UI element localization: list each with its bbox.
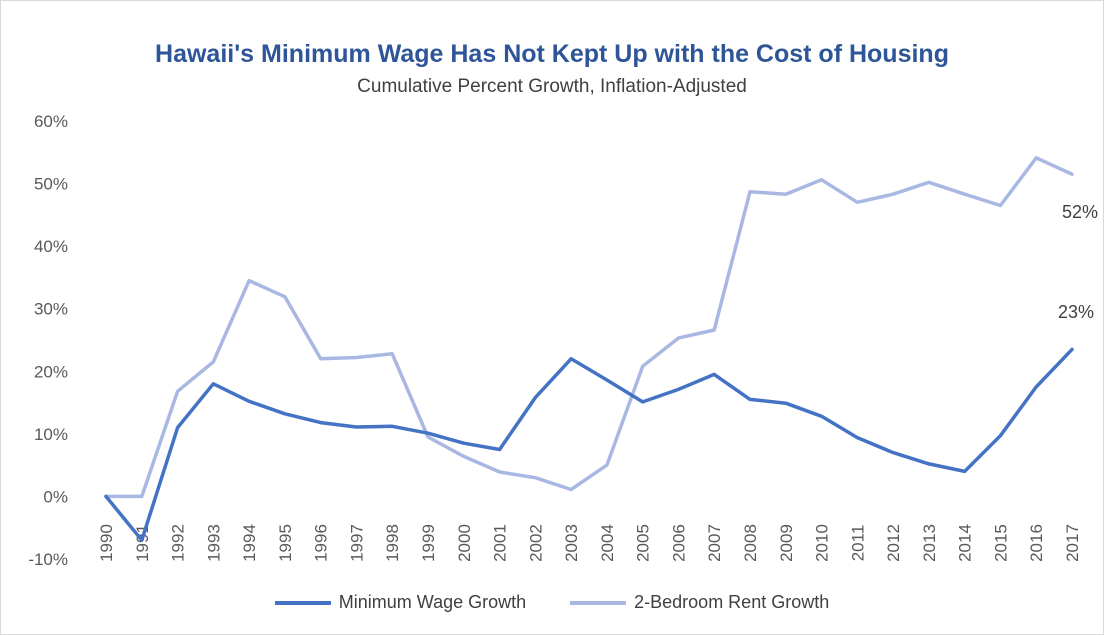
x-tick-label: 2007 xyxy=(705,524,724,562)
x-tick-label: 2001 xyxy=(491,524,510,562)
x-tick-label: 2017 xyxy=(1063,524,1082,562)
chart-title: Hawaii's Minimum Wage Has Not Kept Up wi… xyxy=(155,40,949,68)
legend-label-rent: 2-Bedroom Rent Growth xyxy=(634,592,830,612)
x-tick-label: 1998 xyxy=(383,524,402,562)
y-tick-label: 50% xyxy=(34,175,68,194)
x-tick-label: 2014 xyxy=(956,524,975,562)
x-tick-label: 2004 xyxy=(598,524,617,562)
x-tick-label: 2003 xyxy=(562,524,581,562)
series-line-minimum-wage xyxy=(104,347,1074,542)
series-line-rent xyxy=(104,156,1074,499)
x-tick-label: 1995 xyxy=(276,524,295,562)
x-tick-label: 1991 xyxy=(133,524,152,562)
x-tick-label: 1994 xyxy=(240,524,259,562)
y-tick-label: 40% xyxy=(34,237,68,256)
x-tick-label: 2008 xyxy=(741,524,760,562)
data-label-rent-end: 52% xyxy=(1062,202,1098,222)
chart-subtitle: Cumulative Percent Growth, Inflation-Adj… xyxy=(357,76,747,97)
legend-item-minimum-wage: Minimum Wage Growth xyxy=(274,592,527,613)
x-tick-label: 2005 xyxy=(634,524,653,562)
x-tick-label: 2002 xyxy=(526,524,545,562)
legend-label-minimum-wage: Minimum Wage Growth xyxy=(338,592,527,612)
x-tick-label: 1997 xyxy=(347,524,366,562)
y-tick-label: 0% xyxy=(43,487,68,506)
legend-swatch-rent xyxy=(570,600,627,605)
legend-swatch-minimum-wage xyxy=(274,600,331,605)
x-tick-label: 1993 xyxy=(204,524,223,562)
x-tick-label: 1996 xyxy=(312,524,331,562)
y-tick-label: 20% xyxy=(34,362,68,381)
x-tick-label: 2012 xyxy=(884,524,903,562)
x-tick-label: 2011 xyxy=(848,525,867,562)
y-tick-label: -10% xyxy=(28,550,68,569)
x-tick-label: 2009 xyxy=(777,524,796,562)
y-tick-label: 10% xyxy=(34,425,68,444)
x-tick-label: 2006 xyxy=(669,524,688,562)
x-tick-label: 2013 xyxy=(920,524,939,562)
y-tick-label: 60% xyxy=(34,112,68,131)
x-tick-label: 2015 xyxy=(991,524,1010,562)
x-tick-label: 2010 xyxy=(813,524,832,562)
x-tick-label: 1990 xyxy=(97,524,116,562)
x-tick-label: 1992 xyxy=(169,524,188,562)
x-tick-label: 2016 xyxy=(1027,524,1046,562)
data-label-minimum-wage-end: 23% xyxy=(1058,302,1094,322)
y-tick-label: 30% xyxy=(34,300,68,319)
legend-item-rent: 2-Bedroom Rent Growth xyxy=(570,592,829,613)
x-tick-label: 2000 xyxy=(455,524,474,562)
legend: Minimum Wage Growth 2-Bedroom Rent Growt… xyxy=(0,592,1104,613)
x-tick-label: 1999 xyxy=(419,524,438,562)
